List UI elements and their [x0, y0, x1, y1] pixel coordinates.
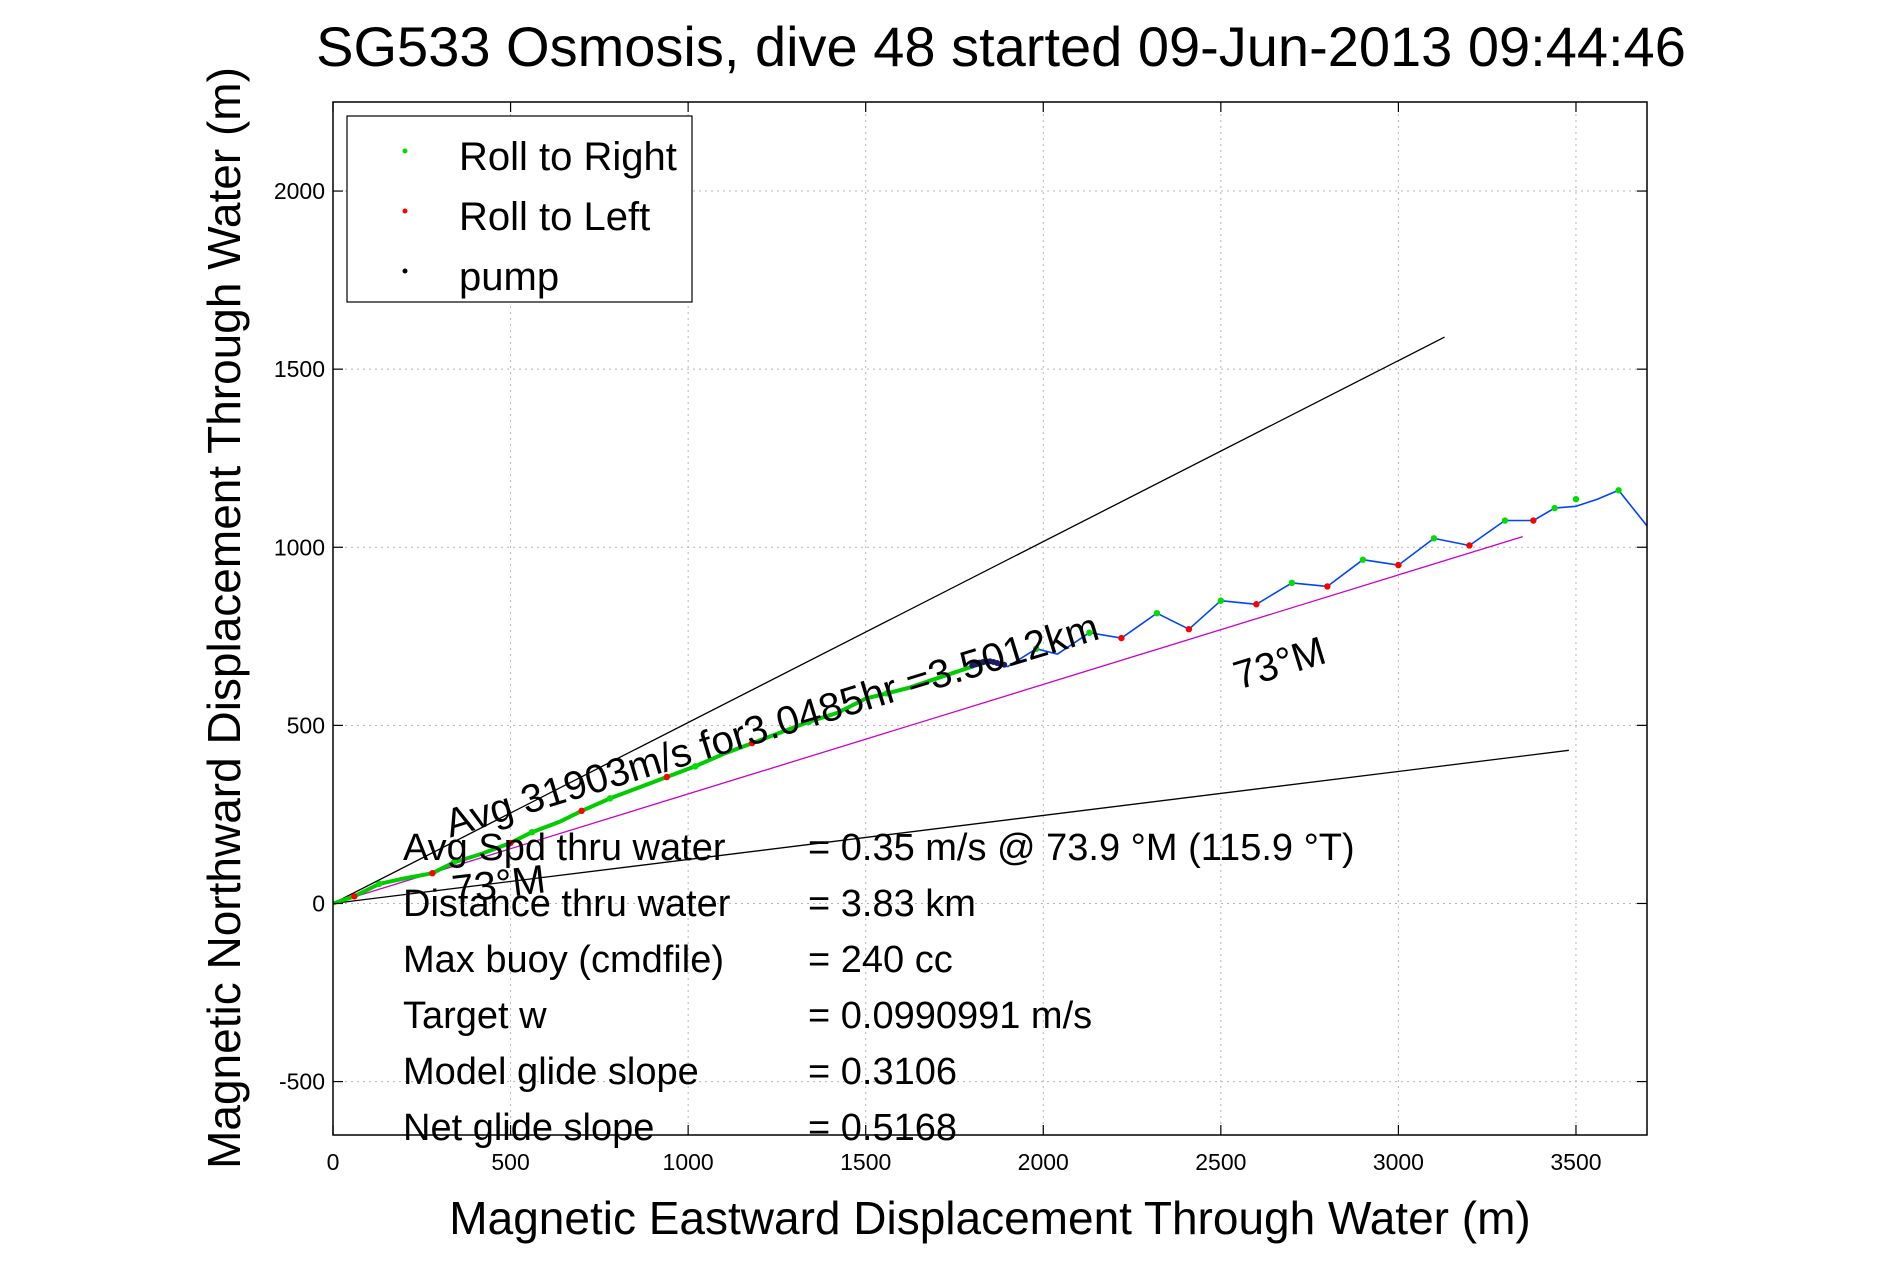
x-tick-label: 2000	[1018, 1149, 1069, 1175]
y-axis-label: Magnetic Northward Displacement Through …	[198, 67, 250, 1169]
roll-right-point	[1501, 517, 1509, 524]
stat-value: = 0.3106	[808, 1051, 957, 1093]
legend-marker	[402, 268, 408, 274]
roll-right-point	[606, 795, 614, 802]
roll-right-point	[1551, 504, 1558, 512]
x-axis-label: Magnetic Eastward Displacement Through W…	[449, 1192, 1530, 1244]
stat-value: = 0.35 m/s @ 73.9 °M (115.9 °T)	[808, 827, 1355, 869]
y-tick-label: -500	[279, 1069, 325, 1095]
stat-label: Avg Spd thru water	[403, 827, 726, 869]
roll-right-point	[375, 880, 383, 888]
y-tick-label: 2000	[274, 178, 325, 204]
stats-block: Avg Spd thru water = 0.35 m/s @ 73.9 °M (…	[403, 827, 1355, 1149]
plot-frame	[332, 101, 1648, 1136]
roll-right-point	[1615, 487, 1622, 494]
roll-right-point	[1086, 629, 1093, 636]
roll-right-point	[528, 829, 536, 836]
stat-label: Distance thru water	[403, 883, 731, 925]
roll-right-point	[1430, 535, 1438, 542]
roll-left-point	[1118, 634, 1125, 642]
roll-right-point	[883, 690, 891, 697]
roll-right-point	[1288, 579, 1296, 587]
roll-right-point	[692, 763, 699, 770]
stat-value: = 240 cc	[808, 939, 953, 981]
reference-line	[332, 336, 1445, 905]
x-tick-label: 2500	[1195, 1149, 1246, 1175]
roll-left-point	[429, 869, 436, 877]
roll-left-point	[1395, 561, 1402, 569]
chart-title: SG533 Osmosis, dive 48 started 09-Jun-20…	[316, 15, 1686, 78]
y-tick-label: 500	[287, 712, 325, 738]
stat-value: = 0.5168	[808, 1107, 957, 1149]
roll-right-point	[1359, 556, 1367, 563]
roll-right-point	[1153, 609, 1161, 617]
roll-right-point	[805, 718, 813, 725]
annotation-text: 73°M	[1228, 629, 1331, 699]
roll-left-point	[748, 739, 756, 747]
x-axis-ticks: 0 500 1000 1500 2000 2500 3000 3500	[327, 102, 1602, 1175]
roll-left-point	[351, 893, 358, 900]
roll-left-point	[578, 807, 585, 815]
legend-entries: Roll to Right Roll to Left pump	[402, 135, 677, 299]
roll-left-point	[1324, 583, 1331, 590]
roll-left-point	[663, 773, 671, 781]
roll-right-point	[1572, 495, 1580, 503]
stat-value: = 3.83 km	[808, 883, 976, 925]
legend: Roll to Right Roll to Left pump	[346, 115, 693, 303]
legend-label: Roll to Left	[459, 195, 650, 239]
legend-marker	[402, 208, 408, 214]
x-tick-label: 1000	[663, 1149, 714, 1175]
x-tick-label: 1500	[840, 1149, 891, 1175]
y-tick-label: 1000	[274, 534, 325, 560]
x-tick-label: 0	[327, 1149, 340, 1175]
reference-line	[332, 535, 1523, 905]
roll-left-point	[507, 839, 514, 847]
roll-left-point	[1253, 601, 1260, 608]
x-tick-label: 3000	[1373, 1149, 1424, 1175]
roll-left-point	[1185, 625, 1193, 633]
stat-label: Target w	[403, 995, 547, 1037]
x-tick-label: 3500	[1550, 1149, 1601, 1175]
y-tick-label: 0	[312, 890, 325, 916]
y-tick-label: 1500	[274, 356, 325, 382]
reference-lines	[332, 336, 1569, 905]
legend-label: pump	[459, 255, 559, 299]
annotation-text: Avg 31903m/s for3.0485hr =3.5012km	[440, 605, 1104, 846]
roll-left-point	[1530, 517, 1537, 524]
roll-right-point	[1032, 645, 1040, 652]
stat-label: Net glide slope	[403, 1107, 654, 1149]
legend-label: Roll to Right	[459, 135, 677, 179]
x-tick-label: 500	[491, 1149, 529, 1175]
pump-point	[1001, 661, 1008, 668]
reference-line	[332, 749, 1569, 905]
stat-label: Model glide slope	[403, 1051, 699, 1093]
stat-label: Max buoy (cmdfile)	[403, 939, 724, 981]
roll-right-point	[450, 859, 457, 866]
markers	[351, 487, 1622, 900]
stat-value: = 0.0990991 m/s	[808, 995, 1092, 1037]
roll-left-point	[1466, 542, 1473, 549]
y-axis-ticks: -500 0 500 1000 1500 2000	[274, 178, 1647, 1095]
roll-right-point	[1217, 597, 1225, 604]
legend-marker	[402, 148, 408, 154]
